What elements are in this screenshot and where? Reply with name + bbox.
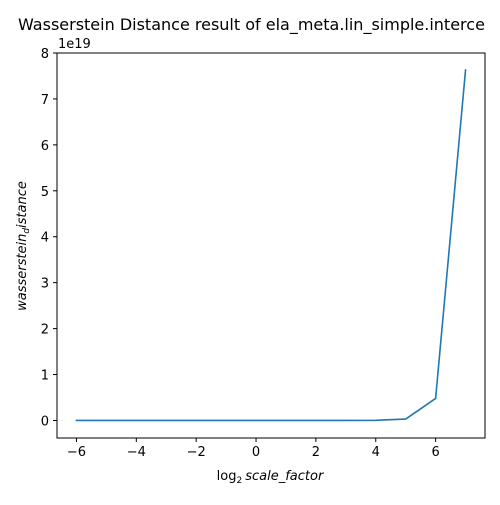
x-tick-label: 0 <box>252 445 260 460</box>
tick-layer: −6 −4 −2 0 2 4 6 0 1 2 3 4 5 6 7 8 <box>41 47 440 460</box>
y-axis-label-tail: istance <box>15 181 30 228</box>
x-axis-label: log2 scale_factor <box>217 469 325 486</box>
y-axis-label: wassersteindistance <box>15 181 32 311</box>
x-tick-label: 6 <box>431 445 439 460</box>
y-tick-label: 7 <box>41 93 49 108</box>
x-tick-label: −2 <box>187 445 206 460</box>
x-axis-label-subscript: 2 <box>237 476 243 486</box>
x-tick-label: 2 <box>312 445 320 460</box>
y-tick-label: 1 <box>41 369 49 384</box>
y-tick-label: 2 <box>41 323 49 338</box>
y-axis-label-subscript: d <box>22 228 32 234</box>
series-layer <box>75 69 467 422</box>
y-tick-label: 8 <box>41 47 49 62</box>
y-tick-label: 3 <box>41 277 49 292</box>
x-tick-label: −6 <box>67 445 86 460</box>
y-axis-offset-label: 1e19 <box>58 37 91 52</box>
series-line <box>75 69 467 422</box>
y-tick-label: 5 <box>41 185 49 200</box>
y-tick-label: 6 <box>41 139 49 154</box>
x-tick-label: −4 <box>127 445 146 460</box>
plot-frame <box>56 52 486 439</box>
y-tick-label: 4 <box>41 231 49 246</box>
x-tick-label: 4 <box>372 445 380 460</box>
x-axis-label-prefix: log <box>217 469 237 484</box>
y-tick-label: 0 <box>41 414 49 429</box>
chart-title: Wasserstein Distance result of ela_meta.… <box>18 15 485 35</box>
x-axis-label-main: scale_factor <box>245 469 325 484</box>
y-axis-label-main: wasserstein <box>15 234 30 311</box>
